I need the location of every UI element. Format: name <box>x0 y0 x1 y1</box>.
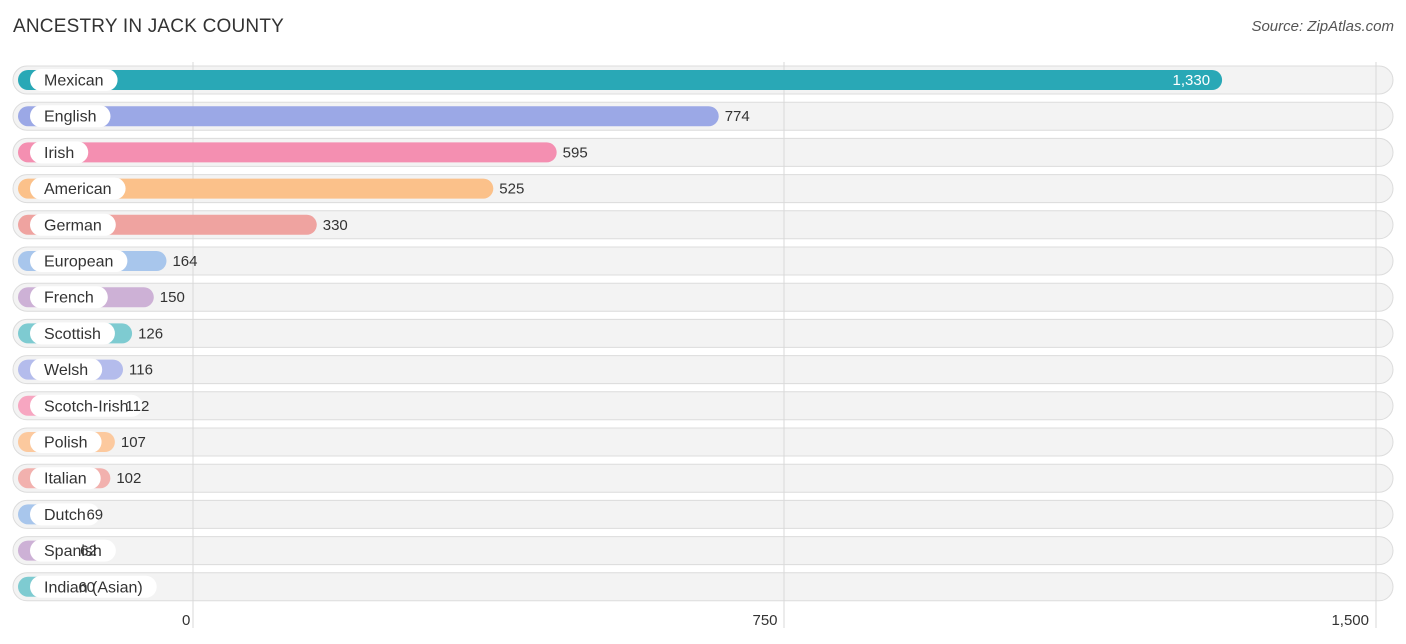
category-label: Italian <box>44 471 87 488</box>
x-tick-label: 750 <box>752 612 777 629</box>
row-background <box>12 572 1394 602</box>
value-label: 69 <box>86 506 103 523</box>
category-pill <box>30 105 111 128</box>
category-pill <box>30 250 128 272</box>
category-label: Irish <box>44 145 74 162</box>
row-background <box>12 427 1394 457</box>
row-background <box>12 210 1394 240</box>
value-label: 107 <box>121 434 146 451</box>
category-label: Dutch <box>44 507 86 524</box>
value-label: 112 <box>125 398 149 415</box>
category-pill <box>30 539 116 562</box>
bar <box>18 70 1223 90</box>
value-label: 774 <box>725 108 750 125</box>
category-pill <box>30 213 116 236</box>
chart-title: ANCESTRY IN JACK COUNTY <box>13 16 284 37</box>
value-label: 126 <box>138 325 163 342</box>
category-label: American <box>44 181 112 198</box>
row-background <box>12 246 1394 276</box>
category-label: Scottish <box>44 326 101 343</box>
row-background <box>12 536 1394 566</box>
category-label: Welsh <box>44 362 88 379</box>
x-tick-label: 1,500 <box>1331 612 1369 629</box>
bar <box>18 178 494 199</box>
category-pill <box>30 322 115 345</box>
category-pill <box>30 358 103 381</box>
category-label: Mexican <box>44 73 104 90</box>
category-pill <box>30 394 143 417</box>
category-pill <box>30 141 89 164</box>
category-pill <box>30 503 100 526</box>
value-label: 330 <box>323 217 348 234</box>
value-label: 102 <box>116 470 141 487</box>
category-label: German <box>44 217 102 234</box>
category-label: English <box>44 109 96 126</box>
row-background <box>12 499 1394 529</box>
category-label: Spanish <box>44 543 102 560</box>
category-pill <box>30 431 102 453</box>
row-background <box>12 355 1394 385</box>
value-label: 164 <box>172 253 197 270</box>
value-label: 1,330 <box>1173 72 1211 89</box>
category-label: Polish <box>44 435 88 452</box>
row-background <box>12 463 1394 493</box>
category-label: European <box>44 254 113 271</box>
category-pill <box>30 467 101 490</box>
row-background <box>12 318 1394 348</box>
category-label: French <box>44 290 94 307</box>
bar <box>18 142 557 163</box>
x-tick-label: 0 <box>182 612 190 629</box>
value-label: 595 <box>563 144 588 161</box>
row-background <box>12 282 1394 312</box>
bar <box>18 106 719 127</box>
category-label: Scotch-Irish <box>44 398 128 415</box>
category-pill <box>30 69 118 91</box>
category-pill <box>30 575 157 598</box>
x-axis-ticks: 0 750 1,500 <box>182 612 1369 629</box>
row-background <box>12 391 1394 421</box>
value-label: 150 <box>160 289 185 306</box>
value-label: 116 <box>129 362 153 379</box>
value-label: 60 <box>78 579 95 596</box>
category-pill <box>30 286 108 309</box>
category-pill <box>30 177 126 200</box>
bars: Mexican 1,330 English 774 Irish 595 American 52… <box>18 69 1223 598</box>
category-label: Indian (Asian) <box>44 579 143 596</box>
value-label: 525 <box>499 181 524 198</box>
value-label: 62 <box>80 543 97 560</box>
source-attribution: Source: ZipAtlas.com <box>1251 18 1394 35</box>
